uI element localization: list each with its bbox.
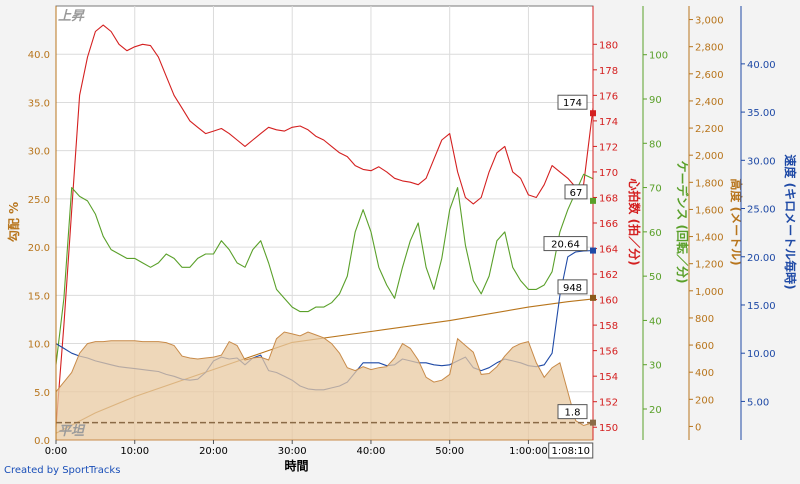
heart_rate-tick-label: 158 <box>599 321 618 332</box>
heart_rate-axis-label: 心拍数 (拍／分) <box>627 178 642 265</box>
elevation-tick-label: 3,000 <box>695 16 724 27</box>
heart_rate-tick-label: 176 <box>599 91 618 102</box>
credit-link[interactable]: Created by SportTracks <box>4 465 121 476</box>
cadence-tick-label: 20 <box>649 405 662 416</box>
overlay-label-bottom: 平坦 <box>58 423 86 439</box>
elevation-end-label: 948 <box>563 283 582 294</box>
grade-tick-label: 20.0 <box>28 243 50 254</box>
grade-tick-label: 0.0 <box>34 436 50 447</box>
heart_rate-end-label: 174 <box>563 98 582 109</box>
elevation-tick-label: 2,600 <box>695 70 724 81</box>
heart_rate-tick-label: 168 <box>599 193 618 204</box>
x-tick-label: 20:00 <box>199 446 228 457</box>
grade-tick-label: 40.0 <box>28 50 50 61</box>
cadence-axis-label: ケーデンス (回転／分) <box>675 161 690 284</box>
elevation-tick-label: 600 <box>695 341 714 352</box>
elevation-tick-label: 2,200 <box>695 124 724 135</box>
elevation-tick-label: 2,800 <box>695 43 724 54</box>
cadence-end-label: 67 <box>570 188 583 199</box>
grade-end-marker <box>590 419 596 426</box>
heart_rate-tick-label: 170 <box>599 168 618 179</box>
heart_rate-tick-label: 162 <box>599 270 618 281</box>
cadence-tick-label: 50 <box>649 272 662 283</box>
cadence-tick-label: 80 <box>649 139 662 150</box>
elevation-end-label-box <box>557 279 588 295</box>
x-tick-label: 10:00 <box>120 446 149 457</box>
elevation-tick-label: 0 <box>695 422 701 433</box>
heart_rate-tick-label: 160 <box>599 296 618 307</box>
heart_rate-tick-label: 172 <box>599 142 618 153</box>
overlay-label-top: 上昇 <box>58 9 85 24</box>
speed-tick-label: 15.00 <box>747 301 776 312</box>
grade-axis-label: 勾配 % <box>6 202 21 242</box>
elevation-tick-label: 800 <box>695 314 714 325</box>
elevation-tick-label: 1,000 <box>695 287 724 298</box>
speed-tick-label: 30.00 <box>747 156 776 167</box>
speed-tick-label: 20.00 <box>747 253 776 264</box>
x-tick-label: 0:00 <box>45 446 67 457</box>
grade-tick-label: 15.0 <box>28 291 50 302</box>
speed-tick-label: 10.00 <box>747 349 776 360</box>
grade-tick-label: 25.0 <box>28 195 50 206</box>
speed-tick-label: 40.00 <box>747 60 776 71</box>
heart_rate-tick-label: 174 <box>599 117 618 128</box>
heart_rate-end-label-box <box>557 94 588 110</box>
heart_rate-tick-label: 152 <box>599 398 618 409</box>
cadence-tick-label: 30 <box>649 361 662 372</box>
grade-end-label-box <box>557 404 588 420</box>
heart_rate-line <box>55 24 594 428</box>
grade-tick-label: 5.0 <box>34 388 50 399</box>
speed-end-marker <box>590 247 596 254</box>
elevation-tick-label: 200 <box>695 395 714 406</box>
heart_rate-tick-label: 156 <box>599 347 618 358</box>
speed-tick-label: 35.00 <box>747 108 776 119</box>
grade-tick-label: 10.0 <box>28 340 50 351</box>
elevation-tick-label: 1,400 <box>695 233 724 244</box>
heart_rate-tick-label: 166 <box>599 219 618 230</box>
cadence-tick-label: 60 <box>649 228 662 239</box>
x-tick-label: 30:00 <box>278 446 307 457</box>
x-tick-label: 50:00 <box>435 446 464 457</box>
cursor-label: 1:08:10 <box>551 446 590 457</box>
elevation-tick-label: 1,600 <box>695 205 724 216</box>
heart_rate-tick-label: 164 <box>599 245 618 256</box>
cadence-tick-label: 70 <box>649 184 662 195</box>
grade-tick-label: 35.0 <box>28 98 50 109</box>
cadence-tick-label: 90 <box>649 95 662 106</box>
x-axis-label: 時間 <box>284 458 308 473</box>
x-tick-label: 1:00:00 <box>509 446 548 457</box>
elevation-tick-label: 400 <box>695 368 714 379</box>
elevation-end-marker <box>590 294 596 301</box>
elevation-tick-label: 1,800 <box>695 178 724 189</box>
speed-tick-label: 5.00 <box>747 397 769 408</box>
cadence-tick-label: 40 <box>649 316 662 327</box>
heart_rate-end-marker <box>590 110 596 117</box>
grade-end-label: 1.8 <box>565 408 581 419</box>
elevation-axis-label: 高度 (メートル) <box>729 178 744 265</box>
elevation-tick-label: 2,000 <box>695 151 724 162</box>
heart_rate-tick-label: 150 <box>599 423 618 434</box>
heart_rate-tick-label: 178 <box>599 66 618 77</box>
cadence-tick-label: 100 <box>649 51 668 62</box>
speed-tick-label: 25.00 <box>747 205 776 216</box>
heart_rate-tick-label: 154 <box>599 372 618 383</box>
cadence-end-marker <box>590 197 596 204</box>
grade-tick-label: 30.0 <box>28 147 50 158</box>
speed-end-label-box <box>543 236 588 252</box>
elevation-tick-label: 2,400 <box>695 97 724 108</box>
cadence-line <box>55 173 594 365</box>
grade-area <box>55 331 594 441</box>
speed-axis-label: 速度 (キロメートル毎時) <box>783 154 798 289</box>
cadence-end-label-box <box>564 184 588 200</box>
heart_rate-tick-label: 180 <box>599 40 618 51</box>
x-tick-label: 40:00 <box>357 446 386 457</box>
elevation-tick-label: 1,200 <box>695 260 724 271</box>
cursor-label-box <box>548 442 594 459</box>
speed-end-label: 20.64 <box>551 240 580 251</box>
